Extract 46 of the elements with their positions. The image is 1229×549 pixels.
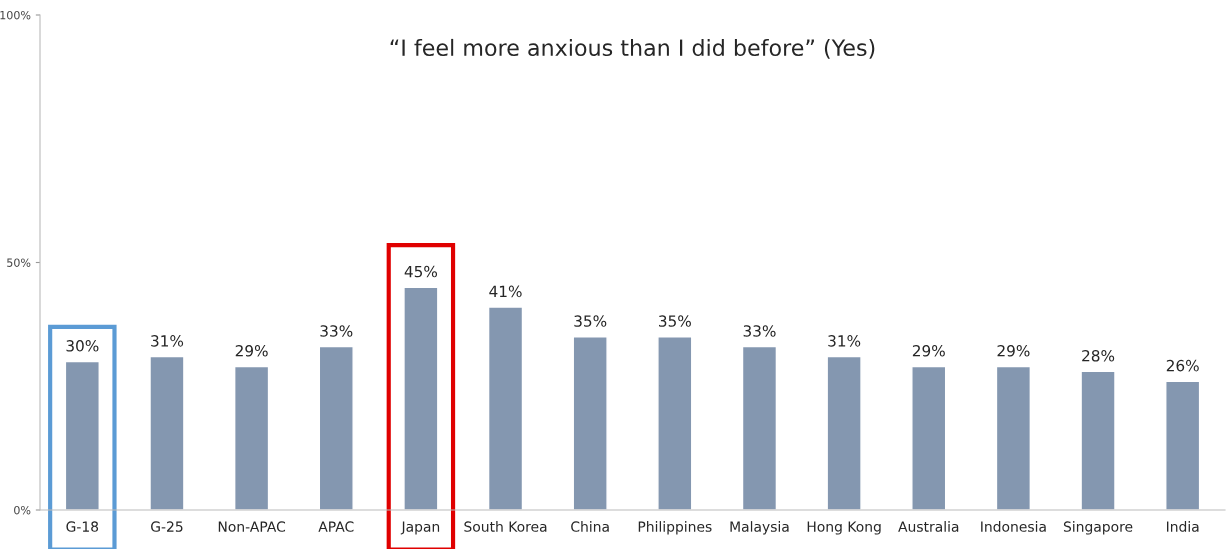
x-tick-label: Australia [898,521,959,532]
y-tick-label: 0% [14,505,31,515]
bar [572,336,608,510]
y-tick-label: 100% [0,10,31,20]
x-tick-label: Philippines [638,521,712,535]
bar [1165,380,1201,510]
x-tick-label: Singapore [1063,521,1133,535]
data-label: 29% [912,344,945,357]
x-tick-label: G-25 [151,521,183,532]
bar [995,365,1032,510]
text: “I feel more anxious than I did before” (Yes) [390,38,875,59]
x-tick-label: India [1167,521,1199,532]
x-tick-label: Malaysia [730,521,789,535]
x-tick-label: Hong Kong [807,521,881,535]
x-tick-label: Indonesia [981,521,1046,532]
data-label: 26% [1166,359,1199,372]
x-tick-label: Non-APAC [218,521,286,532]
bar [741,345,778,510]
data-label: 31% [151,335,184,347]
bar [149,355,185,510]
x-tick-label: G-18 [66,521,99,532]
bar [911,365,947,510]
data-label: 45% [404,265,438,278]
data-label: 30% [66,340,99,352]
x-tick-label: APAC [318,521,354,532]
data-label: 33% [743,325,776,337]
data-label: 33% [320,325,353,337]
data-label: 29% [235,344,268,357]
y-tick-label: 50% [7,258,31,267]
data-label: 35% [574,315,607,327]
bar [64,360,100,510]
x-tick-label: Japan [400,521,440,535]
data-label: 31% [828,335,861,347]
bar [487,306,524,510]
x-tick-label: China [571,521,609,532]
bar [657,336,693,510]
bar [233,365,270,510]
bar [826,355,862,510]
data-label: 29% [997,344,1030,357]
data-label: 35% [659,315,691,327]
data-label: 41% [489,285,522,298]
data-label: 28% [1082,349,1115,362]
bar [318,345,354,510]
bar [403,286,439,510]
x-tick-label: South Korea [464,521,547,532]
bar [1080,370,1116,510]
